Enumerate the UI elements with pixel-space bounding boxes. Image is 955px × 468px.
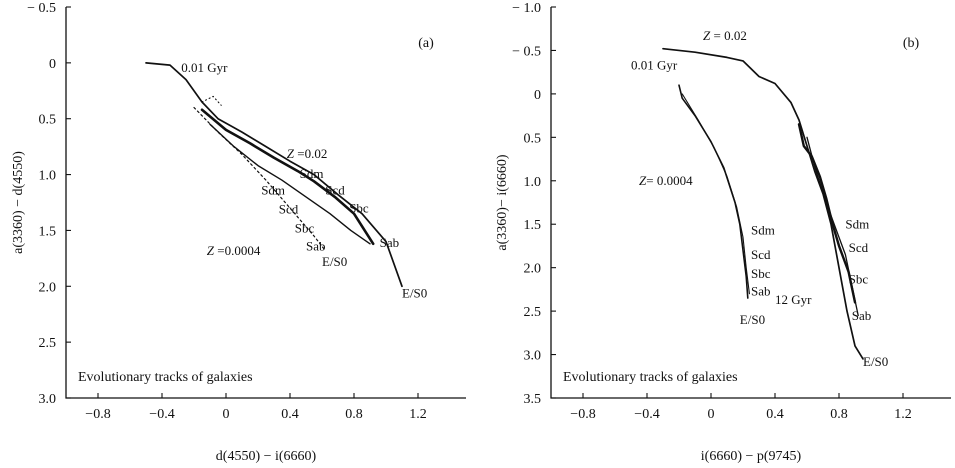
y-tick-label: 2.0 — [524, 262, 542, 277]
track-label: E/S0 — [322, 254, 347, 269]
y-tick-label: 3.0 — [524, 349, 542, 364]
annotation-text: Evolutionary tracks of galaxies — [563, 370, 738, 385]
y-tick-label: 1.0 — [524, 175, 542, 190]
x-tick-label: −0.4 — [149, 407, 174, 422]
x-tick-label: 1.2 — [409, 407, 427, 422]
track-label: Z = 0.02 — [703, 28, 747, 43]
track-label: Sbc — [349, 201, 369, 216]
track-line — [806, 136, 859, 317]
x-tick-label: 0.4 — [766, 407, 784, 422]
y-tick-label: − 0.5 — [27, 1, 56, 16]
track-line — [681, 93, 750, 295]
panel-letter: (b) — [903, 36, 920, 51]
track-label: Sdm — [300, 166, 324, 181]
y-axis-label: a(3360)− i(6660) — [495, 154, 510, 250]
y-tick-label: 3.5 — [524, 392, 542, 407]
panel-a: −0.8 −0.4 0 0.4 0.8 1.2 − 0.5 0 0.5 1.0 1.5 2.0 2.5 3… — [11, 1, 466, 464]
track-line — [201, 95, 222, 106]
track-label: Sab — [380, 235, 400, 250]
x-tick-label: 0.8 — [830, 407, 848, 422]
y-tick-label: 0 — [49, 57, 56, 72]
y-tick-label: 1.0 — [39, 169, 57, 184]
y-tick-label: 0 — [534, 88, 541, 103]
track-line — [145, 62, 403, 288]
panel-letter: (a) — [418, 36, 434, 51]
track-label: Sbc — [849, 271, 869, 286]
y-tick-label: 2.0 — [39, 280, 57, 295]
panel-b: −0.8 −0.4 0 0.4 0.8 1.2 − 1.0 − 0.5 0 0.5 1.0 1.5 2.… — [495, 1, 951, 464]
x-tick-label: 1.2 — [894, 407, 912, 422]
track-label: Scd — [849, 240, 869, 255]
track-label: 0.01 Gyr — [631, 58, 678, 73]
track-label: Z =0.02 — [287, 146, 328, 161]
x-tick-label: −0.8 — [570, 407, 595, 422]
track-line — [678, 84, 749, 299]
track-label: Sbc — [295, 221, 315, 236]
y-tick-label: 2.5 — [39, 336, 57, 351]
axis-frame — [550, 7, 951, 399]
track-label: Sab — [306, 239, 326, 254]
track-line — [797, 123, 857, 304]
annotation-text: Evolutionary tracks of galaxies — [78, 370, 253, 385]
track-label: Z= 0.0004 — [639, 173, 693, 188]
x-tick-label: −0.4 — [634, 407, 659, 422]
x-tick-label: −0.8 — [85, 407, 110, 422]
y-axis-label: a(3360) − d(4550) — [11, 151, 26, 254]
track-label: Sdm — [261, 183, 285, 198]
track-line — [200, 108, 375, 246]
track-line — [662, 47, 864, 360]
track-label: 12 Gyr — [775, 292, 812, 307]
y-tick-label: 3.0 — [39, 392, 57, 407]
y-tick-label: 1.5 — [39, 224, 57, 239]
y-tick-label: − 1.0 — [512, 1, 541, 16]
y-tick-label: 0.5 — [524, 131, 542, 146]
x-tick-label: 0 — [708, 407, 715, 422]
y-tick-label: 2.5 — [524, 305, 542, 320]
y-tick-label: 0.5 — [39, 113, 57, 128]
x-tick-label: 0 — [223, 407, 230, 422]
track-label: Z =0.0004 — [207, 243, 261, 258]
track-label: Scd — [279, 202, 299, 217]
track-label: 0.01 Gyr — [181, 60, 228, 75]
track-label: Sbc — [751, 266, 771, 281]
y-tick-label: − 0.5 — [512, 44, 541, 59]
track-label: Sdm — [751, 223, 775, 238]
track-label: Sab — [852, 308, 872, 323]
track-label: Scd — [325, 183, 345, 198]
track-label: E/S0 — [863, 354, 888, 369]
track-label: E/S0 — [740, 312, 765, 327]
x-tick-label: 0.4 — [281, 407, 299, 422]
y-tick-label: 1.5 — [524, 218, 542, 233]
track-label: Sab — [751, 283, 771, 298]
x-axis-label: i(6660) − p(9745) — [701, 449, 802, 464]
track-line — [193, 106, 326, 252]
track-label: Scd — [751, 247, 771, 262]
track-label: E/S0 — [402, 285, 427, 300]
axis-frame — [65, 7, 466, 399]
x-tick-label: 0.8 — [345, 407, 363, 422]
track-line — [209, 123, 371, 245]
track-label: Sdm — [845, 217, 869, 232]
x-axis-label: d(4550) − i(6660) — [216, 449, 317, 464]
